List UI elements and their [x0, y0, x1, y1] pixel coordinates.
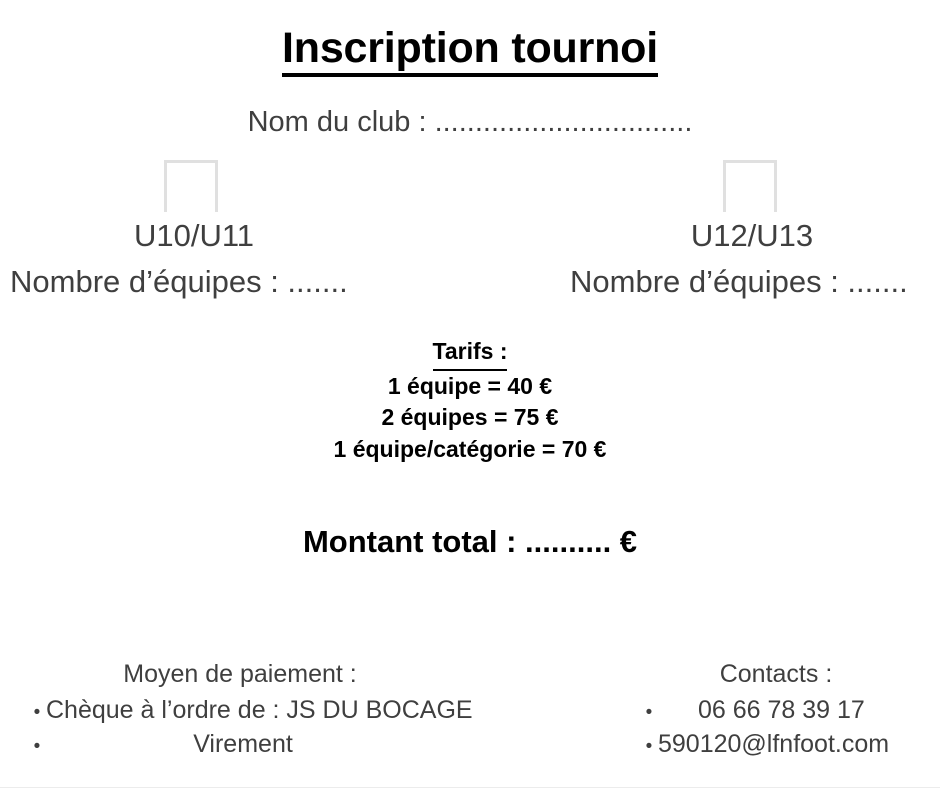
teams-count-field-u12-u13[interactable]: Nombre d’équipes : .......: [570, 263, 908, 299]
list-item: • Virement: [0, 727, 470, 761]
category-block-u12-u13: U12/U13 Nombre d’équipes : .......: [558, 160, 940, 300]
list-item: • Chèque à l’ordre de : JS DU BOCAGE: [0, 693, 473, 727]
tarifs-section: Tarifs : 1 équipe = 40 € 2 équipes = 75 …: [0, 336, 940, 465]
bullet-icon: •: [33, 736, 41, 757]
page-title: Inscription tournoi: [0, 24, 940, 78]
page-title-text: Inscription tournoi: [282, 25, 658, 78]
payment-method-cheque: Chèque à l’ordre de : JS DU BOCAGE: [46, 696, 473, 724]
checkbox-u10-u11[interactable]: [164, 160, 218, 212]
contact-phone: 06 66 78 39 17: [698, 696, 865, 724]
contacts-section: Contacts : • 06 66 78 39 17 • 590120@lfn…: [600, 660, 940, 761]
tarifs-heading: Tarifs :: [432, 336, 508, 371]
payment-methods-heading: Moyen de paiement :: [123, 660, 357, 688]
payment-method-virement: Virement: [193, 730, 293, 758]
contacts-heading: Contacts :: [719, 660, 833, 688]
category-block-u10-u11: U10/U11 Nombre d’équipes : .......: [0, 160, 382, 300]
club-name-label: Nom du club : ..........................…: [247, 106, 693, 138]
total-amount-field[interactable]: Montant total : .......... €: [0, 524, 940, 560]
bullet-icon: •: [33, 702, 41, 723]
list-item: • 590120@lfnfoot.com: [600, 727, 940, 761]
tarifs-heading-wrap: Tarifs :: [0, 336, 940, 371]
list-item: • 06 66 78 39 17: [600, 693, 940, 727]
total-amount-label: Montant total : .......... €: [302, 524, 638, 559]
bullet-icon: •: [645, 702, 653, 723]
bullet-icon: •: [645, 736, 653, 757]
club-name-field[interactable]: Nom du club : ..........................…: [0, 106, 940, 139]
tarif-row-3: 1 équipe/catégorie = 70 €: [333, 435, 607, 462]
category-label-u12-u13: U12/U13: [690, 218, 814, 253]
tarif-row-1: 1 équipe = 40 €: [387, 372, 553, 399]
category-label-u10-u11: U10/U11: [133, 218, 255, 253]
checkbox-u12-u13[interactable]: [723, 160, 777, 212]
tarif-row-2: 2 équipes = 75 €: [381, 404, 559, 430]
payment-methods-section: Moyen de paiement : • Chèque à l’ordre d…: [0, 660, 473, 761]
contact-email: 590120@lfnfoot.com: [658, 730, 890, 758]
teams-count-field-u10-u11[interactable]: Nombre d’équipes : .......: [10, 263, 348, 299]
